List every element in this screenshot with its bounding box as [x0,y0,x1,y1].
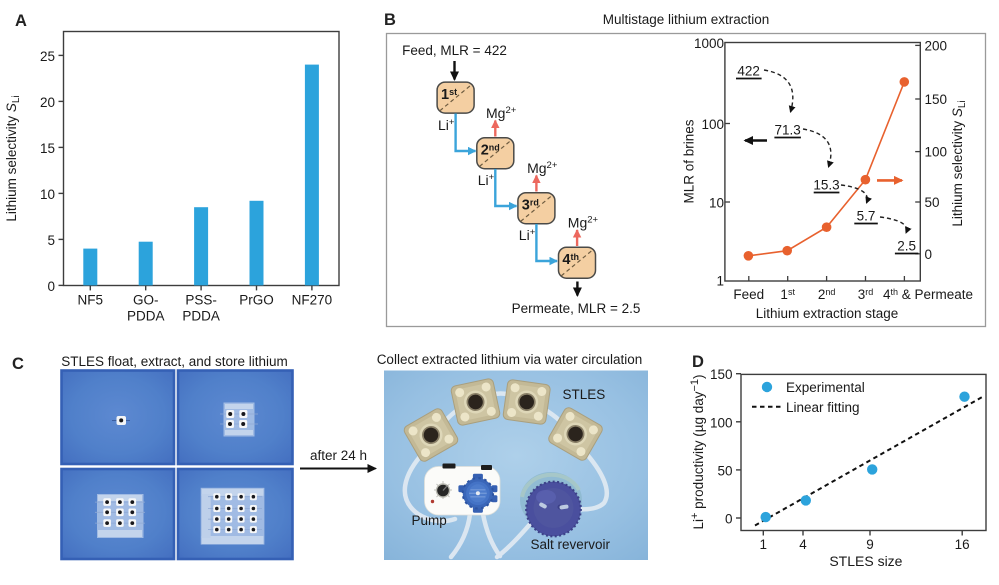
svg-text:PDDA: PDDA [182,309,220,324]
svg-text:NF270: NF270 [292,293,333,308]
svg-text:20: 20 [40,95,55,110]
svg-text:Experimental: Experimental [786,380,865,395]
svg-text:25: 25 [40,49,55,64]
svg-text:Salt revervoir: Salt revervoir [531,537,611,552]
svg-text:15.3: 15.3 [813,178,839,193]
svg-text:Feed: Feed [733,287,764,302]
svg-text:100: 100 [710,415,733,430]
svg-text:0: 0 [925,247,933,262]
svg-text:422: 422 [737,64,760,79]
svg-text:50: 50 [925,195,940,210]
svg-text:Feed, MLR = 422: Feed, MLR = 422 [402,43,507,58]
svg-text:STLES size: STLES size [829,553,902,569]
svg-text:1: 1 [716,274,724,289]
svg-text:200: 200 [925,38,948,53]
svg-text:D: D [692,353,704,371]
svg-text:Li+ productivity (µg day−1): Li+ productivity (µg day−1) [689,374,706,529]
svg-text:150: 150 [710,367,733,382]
svg-text:Linear fitting: Linear fitting [786,400,860,415]
svg-text:PSS-: PSS- [185,293,217,308]
svg-text:B: B [384,11,396,29]
svg-text:STLES: STLES [563,387,606,402]
svg-text:A: A [15,12,27,30]
svg-text:5.7: 5.7 [857,209,876,224]
svg-text:PDDA: PDDA [127,309,165,324]
svg-text:Multistage lithium extraction: Multistage lithium extraction [603,12,770,27]
svg-text:Pump: Pump [412,513,447,528]
svg-text:PrGO: PrGO [239,293,274,308]
svg-text:71.3: 71.3 [774,123,800,138]
svg-text:GO-: GO- [133,293,159,308]
svg-text:9: 9 [866,537,874,552]
svg-text:2.5: 2.5 [897,239,916,254]
svg-text:5: 5 [47,233,55,248]
svg-text:C: C [12,355,24,373]
svg-text:after 24 h: after 24 h [310,448,367,463]
svg-text:15: 15 [40,141,55,156]
svg-text:50: 50 [717,463,732,478]
svg-text:0: 0 [725,512,733,527]
svg-text:4: 4 [799,537,807,552]
svg-text:Collect extracted lithium via: Collect extracted lithium via water circ… [377,352,643,367]
svg-text:4th & Permeate: 4th & Permeate [883,287,973,302]
svg-text:NF5: NF5 [78,293,104,308]
svg-text:Permeate, MLR = 2.5: Permeate, MLR = 2.5 [512,301,641,316]
svg-text:1000: 1000 [694,36,724,51]
svg-text:16: 16 [955,537,970,552]
svg-text:100: 100 [925,145,948,160]
svg-text:100: 100 [701,117,724,132]
svg-text:0: 0 [47,279,55,294]
svg-text:Lithium selectivity SLi: Lithium selectivity SLi [950,100,968,226]
svg-text:Lithium selectivity SLi: Lithium selectivity SLi [4,95,22,221]
svg-text:10: 10 [709,196,724,211]
svg-text:10: 10 [40,187,55,202]
svg-text:MLR of brines: MLR of brines [682,119,697,203]
svg-text:STLES float, extract, and stor: STLES float, extract, and store lithium [61,354,288,369]
svg-text:150: 150 [925,92,948,107]
svg-text:Lithium extraction stage: Lithium extraction stage [756,306,899,321]
svg-text:1: 1 [760,537,768,552]
